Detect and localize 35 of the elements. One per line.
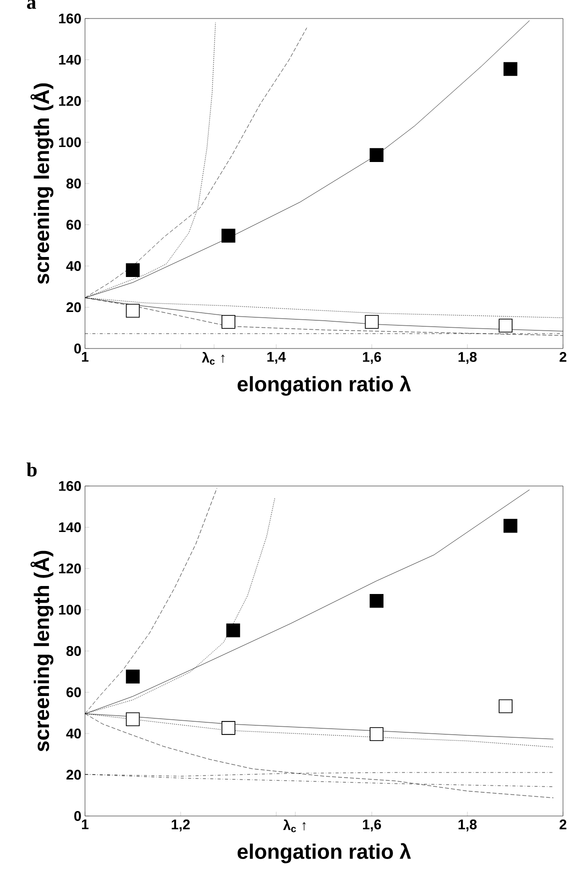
x-axis-title: elongation ratio λ bbox=[238, 843, 411, 864]
y-axis-title: screening length (Å) bbox=[30, 550, 54, 752]
x-tick-label: 2 bbox=[560, 820, 566, 830]
x-tick-label: 1,6 bbox=[362, 820, 381, 832]
y-tick-label: 20 bbox=[66, 302, 81, 312]
y-tick-label: 60 bbox=[66, 687, 81, 698]
x-tick-label: 1,8 bbox=[458, 352, 477, 364]
y-tick-label: 100 bbox=[59, 137, 81, 148]
y-tick-label: 160 bbox=[59, 481, 81, 491]
x-tick-label: 1 bbox=[82, 352, 88, 362]
x-tick-label: λ$_{c}$ ↑ bbox=[202, 352, 224, 365]
y-tick-label: 0 bbox=[74, 344, 81, 354]
x-tick-label: 1 bbox=[82, 820, 88, 830]
x-tick-label: 1,6 bbox=[362, 352, 381, 364]
x-tick-label: 2 bbox=[560, 352, 566, 362]
y-tick-label: 80 bbox=[66, 646, 81, 656]
y-tick-label: 140 bbox=[59, 522, 81, 532]
x-tick-label: 1,2 bbox=[172, 820, 190, 832]
y-tick-label: 100 bbox=[59, 604, 81, 615]
chart-title: b bbox=[26, 462, 37, 477]
y-tick-label: 0 bbox=[74, 811, 81, 821]
y-tick-label: 20 bbox=[66, 770, 81, 780]
x-axis-title: elongation ratio λ bbox=[238, 376, 411, 396]
y-tick-label: 60 bbox=[66, 220, 81, 230]
y-tick-label: 160 bbox=[59, 14, 81, 24]
y-tick-label: 40 bbox=[66, 728, 81, 738]
y-tick-label: 40 bbox=[66, 261, 81, 271]
y-axis-title: screening length (Å) bbox=[30, 83, 54, 284]
y-tick-label: 120 bbox=[59, 96, 81, 106]
y-tick-label: 80 bbox=[66, 178, 81, 188]
x-tick-label: 1,4 bbox=[267, 352, 286, 364]
x-tick-label: λ$_{c}$ ↑ bbox=[283, 820, 306, 832]
y-tick-label: 120 bbox=[59, 564, 81, 574]
x-tick-label: 1,8 bbox=[458, 820, 477, 832]
y-tick-label: 140 bbox=[59, 54, 81, 65]
